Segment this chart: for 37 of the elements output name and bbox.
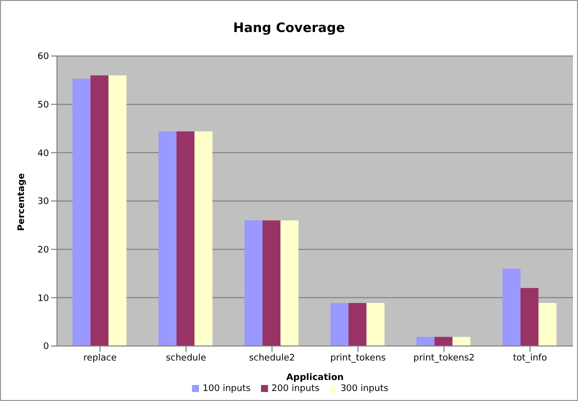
bar (194, 131, 212, 346)
bar (502, 268, 520, 346)
bar (262, 220, 280, 346)
bar (348, 302, 366, 346)
chart-title: Hang Coverage (232, 21, 346, 36)
legend-label: 300 inputs (340, 384, 388, 394)
x-tick-label: schedule2 (248, 353, 296, 364)
x-tick-label: tot_info (513, 353, 548, 364)
bar (90, 75, 108, 346)
y-tick-label: 50 (38, 100, 50, 111)
y-tick-label: 40 (38, 148, 50, 159)
legend-label: 100 inputs (202, 384, 251, 394)
bar (244, 220, 262, 346)
y-tick-label: 10 (38, 294, 50, 304)
bar (434, 336, 452, 346)
bar (158, 131, 176, 346)
y-axis-title: Percentage (17, 173, 28, 231)
bar (72, 78, 90, 346)
bar (330, 302, 348, 346)
legend-label: 200 inputs (272, 384, 320, 394)
bar (452, 336, 470, 346)
y-tick-label: 0 (43, 342, 50, 352)
x-axis-title: Application (286, 373, 344, 383)
bar (280, 220, 298, 346)
x-tick-label: print_tokens (330, 353, 386, 364)
x-tick-label: schedule (166, 353, 207, 364)
bar (366, 302, 384, 346)
bar (520, 288, 538, 346)
y-tick-label: 30 (38, 197, 50, 208)
bar (416, 336, 434, 346)
bar (176, 131, 194, 346)
x-tick-label: print_tokens2 (413, 353, 475, 364)
y-tick-label: 60 (38, 52, 50, 62)
y-tick-label: 20 (38, 246, 50, 256)
bar (538, 302, 556, 346)
x-tick-label: replace (83, 353, 118, 364)
bar (108, 75, 126, 346)
